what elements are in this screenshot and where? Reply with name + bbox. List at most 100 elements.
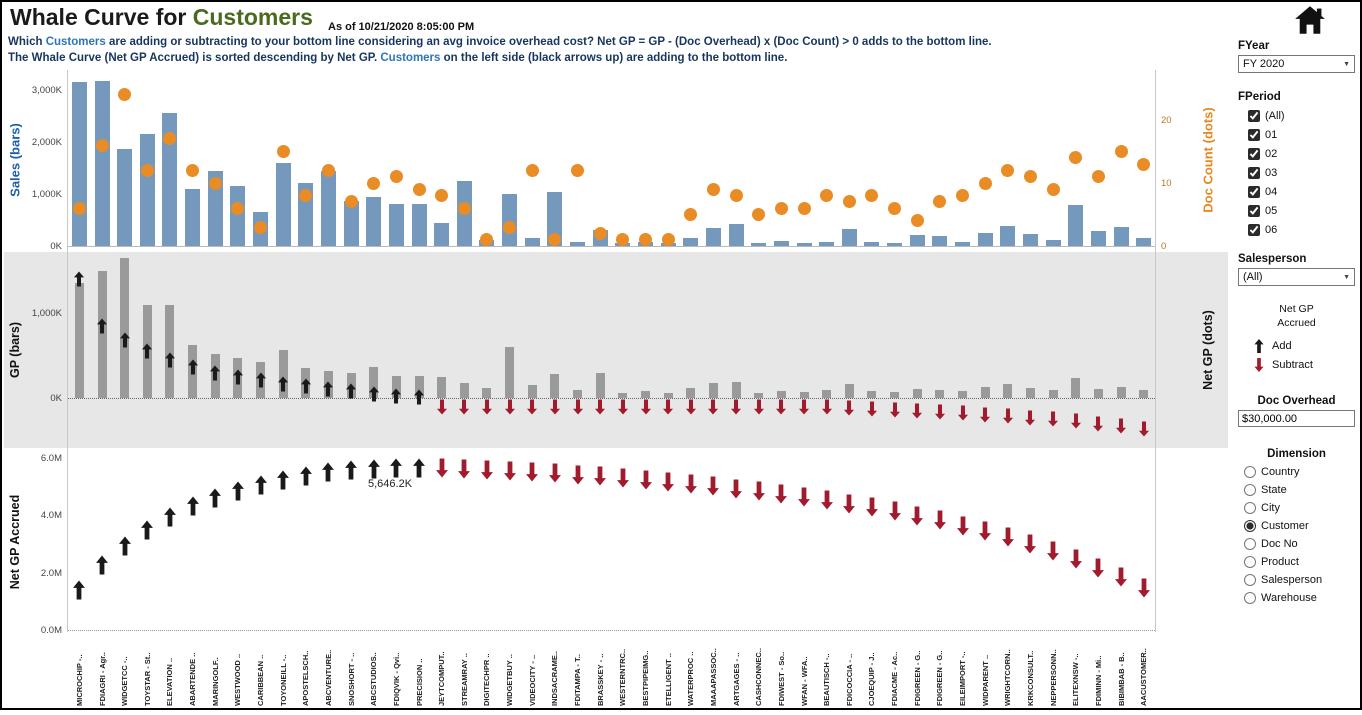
doc-count-dot[interactable] (571, 163, 584, 177)
net-gp-down-arrow[interactable] (459, 399, 470, 415)
accrued-up-arrow[interactable] (118, 536, 131, 556)
x-axis-label[interactable]: CASHCONNEC.. (754, 648, 764, 706)
dimension-option-product[interactable]: Product (1238, 553, 1355, 571)
gp-bar[interactable] (731, 381, 741, 399)
doc-count-dot[interactable] (978, 176, 992, 190)
gp-bar[interactable] (459, 382, 469, 398)
dimension-option-doc-no[interactable]: Doc No (1238, 535, 1355, 553)
net-gp-down-arrow[interactable] (617, 399, 628, 415)
x-axis-label[interactable]: BIBIMBAB - B.. (1116, 652, 1126, 706)
sales-bar[interactable] (388, 203, 404, 246)
accrued-up-arrow[interactable] (413, 458, 426, 478)
accrued-up-arrow[interactable] (73, 580, 86, 600)
sales-bar[interactable] (683, 237, 699, 246)
doc-count-dot[interactable] (389, 170, 403, 184)
x-axis-label[interactable]: TOYONEILL -.. (278, 654, 288, 706)
x-axis-label[interactable]: MARINGOLF.. (210, 657, 220, 706)
net-gp-up-arrow[interactable] (346, 383, 357, 399)
net-gp-down-arrow[interactable] (549, 399, 560, 415)
accrued-down-arrow[interactable] (1115, 567, 1128, 587)
net-gp-up-arrow[interactable] (232, 369, 243, 385)
accrued-down-arrow[interactable] (684, 474, 697, 494)
doc-count-dot[interactable] (503, 220, 517, 234)
accrued-down-arrow[interactable] (571, 465, 584, 485)
accrued-down-arrow[interactable] (888, 501, 901, 521)
net-gp-down-arrow[interactable] (957, 405, 968, 421)
gp-bar[interactable] (686, 387, 696, 398)
fperiod-option-02[interactable]: 02 (1238, 144, 1355, 163)
sales-bar[interactable] (343, 201, 359, 246)
doc-count-dot[interactable] (231, 201, 245, 215)
dimension-radio[interactable] (1244, 466, 1256, 478)
gp-bar[interactable] (437, 376, 447, 399)
gp-bar[interactable] (482, 387, 492, 398)
doc-count-dot[interactable] (208, 176, 222, 190)
doc-count-dot[interactable] (706, 182, 720, 196)
gp-bar[interactable] (663, 392, 673, 398)
accrued-down-arrow[interactable] (820, 490, 833, 510)
doc-count-dot[interactable] (1046, 182, 1060, 196)
x-axis-label[interactable]: BEAUTISCH -.. (822, 653, 832, 707)
doc-count-dot[interactable] (548, 233, 562, 247)
sales-bar[interactable] (932, 235, 948, 246)
accrued-down-arrow[interactable] (1024, 534, 1037, 554)
net-gp-up-arrow[interactable] (142, 343, 153, 359)
doc-overhead-input[interactable] (1238, 410, 1355, 427)
doc-count-dot[interactable] (344, 195, 358, 209)
net-gp-down-arrow[interactable] (1070, 413, 1081, 429)
sales-bar[interactable] (1136, 238, 1152, 246)
gp-bar[interactable] (912, 388, 922, 398)
x-axis-label[interactable]: CARIBBEAN .. (256, 654, 265, 706)
sales-bar[interactable] (773, 241, 789, 246)
x-axis-label[interactable]: ABCVENTURE.. (323, 649, 333, 706)
salesperson-dropdown[interactable]: (All) ▼ (1238, 268, 1355, 286)
doc-count-dot[interactable] (367, 176, 381, 190)
sales-bar[interactable] (796, 242, 812, 246)
gp-bar[interactable] (618, 392, 628, 398)
dimension-option-salesperson[interactable]: Salesperson (1238, 571, 1355, 589)
doc-count-dot[interactable] (95, 138, 109, 152)
sales-bar[interactable] (366, 196, 382, 246)
fperiod-checkbox[interactable] (1248, 204, 1260, 217)
accrued-down-arrow[interactable] (775, 484, 788, 504)
doc-count-dot[interactable] (1091, 170, 1105, 184)
sales-bar[interactable] (524, 238, 540, 246)
doc-count-dot[interactable] (299, 189, 313, 203)
fperiod-checkbox[interactable] (1248, 147, 1260, 160)
sales-bar[interactable] (1090, 230, 1106, 246)
sales-bar[interactable] (728, 224, 744, 246)
x-axis-label[interactable]: WIDGETCC -.. (120, 656, 130, 706)
gp-bar[interactable] (74, 283, 84, 399)
doc-count-dot[interactable] (1137, 157, 1151, 171)
gp-bar[interactable] (278, 350, 288, 398)
net-gp-down-arrow[interactable] (889, 402, 900, 418)
dimension-option-country[interactable]: Country (1238, 463, 1355, 481)
accrued-down-arrow[interactable] (911, 506, 924, 526)
accrued-down-arrow[interactable] (1092, 558, 1105, 578)
fperiod-option-01[interactable]: 01 (1238, 125, 1355, 144)
doc-count-dot[interactable] (163, 132, 177, 146)
x-axis-label[interactable]: WIDPARENT .. (980, 654, 990, 706)
accrued-up-arrow[interactable] (186, 496, 199, 516)
sales-bar[interactable] (864, 242, 880, 246)
sales-bar[interactable] (841, 228, 857, 246)
accrued-up-arrow[interactable] (141, 520, 154, 540)
doc-count-dot[interactable] (910, 214, 924, 228)
x-axis-label[interactable]: WRIGHTCORN.. (1003, 649, 1013, 706)
accrued-up-arrow[interactable] (367, 459, 380, 479)
accrued-up-arrow[interactable] (390, 458, 403, 478)
sales-bar[interactable] (977, 233, 993, 246)
x-axis-label[interactable]: AACUSTOMER.. (1139, 648, 1149, 706)
accrued-down-arrow[interactable] (616, 468, 629, 488)
gp-bar[interactable] (165, 304, 175, 398)
net-gp-down-arrow[interactable] (1115, 418, 1127, 434)
accrued-down-arrow[interactable] (458, 459, 471, 479)
x-axis-label[interactable]: FDIACME - Ac.. (890, 651, 900, 706)
doc-count-dot[interactable] (254, 220, 267, 234)
accrued-up-arrow[interactable] (299, 466, 312, 486)
sales-bar[interactable] (275, 162, 291, 246)
gp-bar[interactable] (527, 385, 537, 399)
gp-bar[interactable] (550, 374, 560, 398)
gp-bar[interactable] (1093, 388, 1103, 398)
doc-count-dot[interactable] (865, 189, 879, 203)
